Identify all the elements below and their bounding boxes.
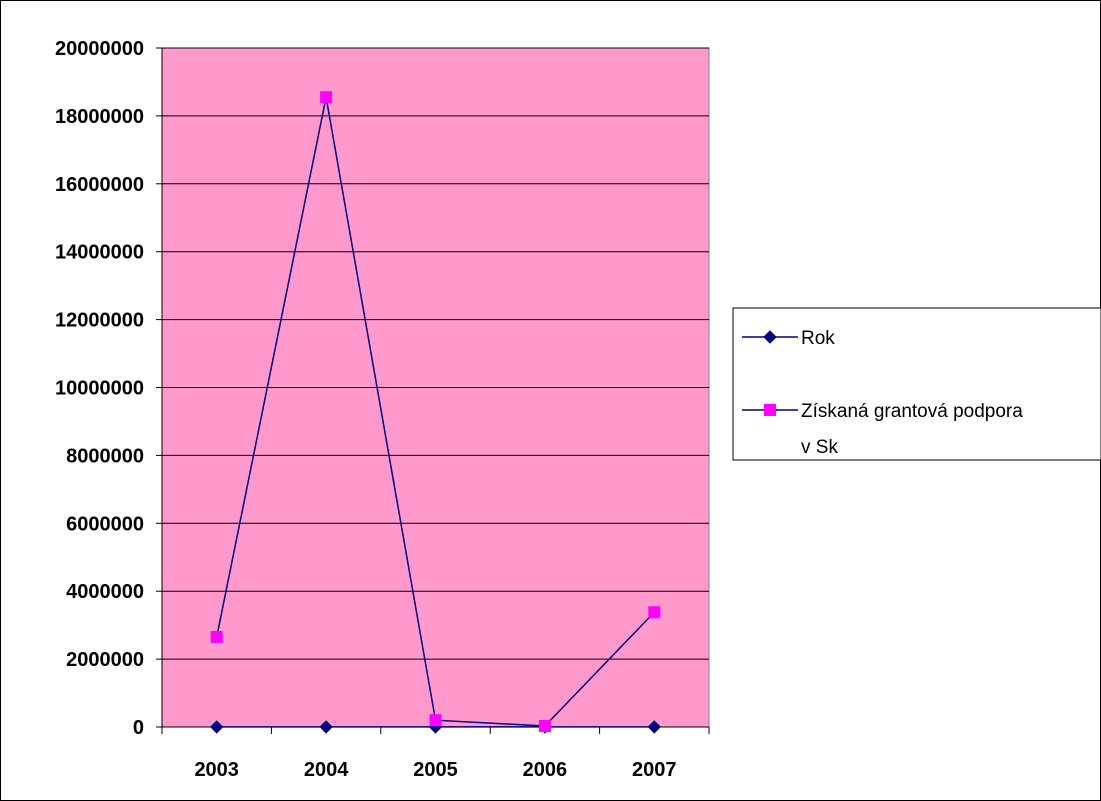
y-tick-label: 10000000 <box>55 378 144 400</box>
y-tick-label: 4000000 <box>66 581 144 603</box>
x-tick-label: 2003 <box>194 759 239 781</box>
x-tick-label: 2007 <box>632 759 677 781</box>
data-point-marker <box>539 720 550 731</box>
y-tick-label: 16000000 <box>55 174 144 196</box>
data-point-marker <box>430 715 441 726</box>
legend: Rok Získaná grantová podpora v Sk <box>733 308 1101 460</box>
x-tick-label: 2005 <box>413 759 458 781</box>
legend-label: v Sk <box>801 437 838 458</box>
legend-marker-swatch <box>765 405 776 416</box>
legend-box <box>733 308 1101 460</box>
x-tick-label: 2006 <box>523 759 568 781</box>
y-tick-label: 6000000 <box>66 513 144 535</box>
y-tick-label: 18000000 <box>55 106 144 128</box>
legend-label: Získaná grantová podpora <box>801 401 1023 422</box>
data-point-marker <box>211 632 222 643</box>
y-tick-label: 8000000 <box>66 445 144 467</box>
y-tick-label: 14000000 <box>55 242 144 264</box>
legend-label: Rok <box>801 328 835 349</box>
data-point-marker <box>649 607 660 618</box>
y-tick-label: 12000000 <box>55 310 144 332</box>
y-tick-label: 2000000 <box>66 649 144 671</box>
y-tick-label: 20000000 <box>55 38 144 60</box>
x-tick-label: 2004 <box>304 759 349 781</box>
y-tick-label: 0 <box>133 717 144 739</box>
data-point-marker <box>321 92 332 103</box>
